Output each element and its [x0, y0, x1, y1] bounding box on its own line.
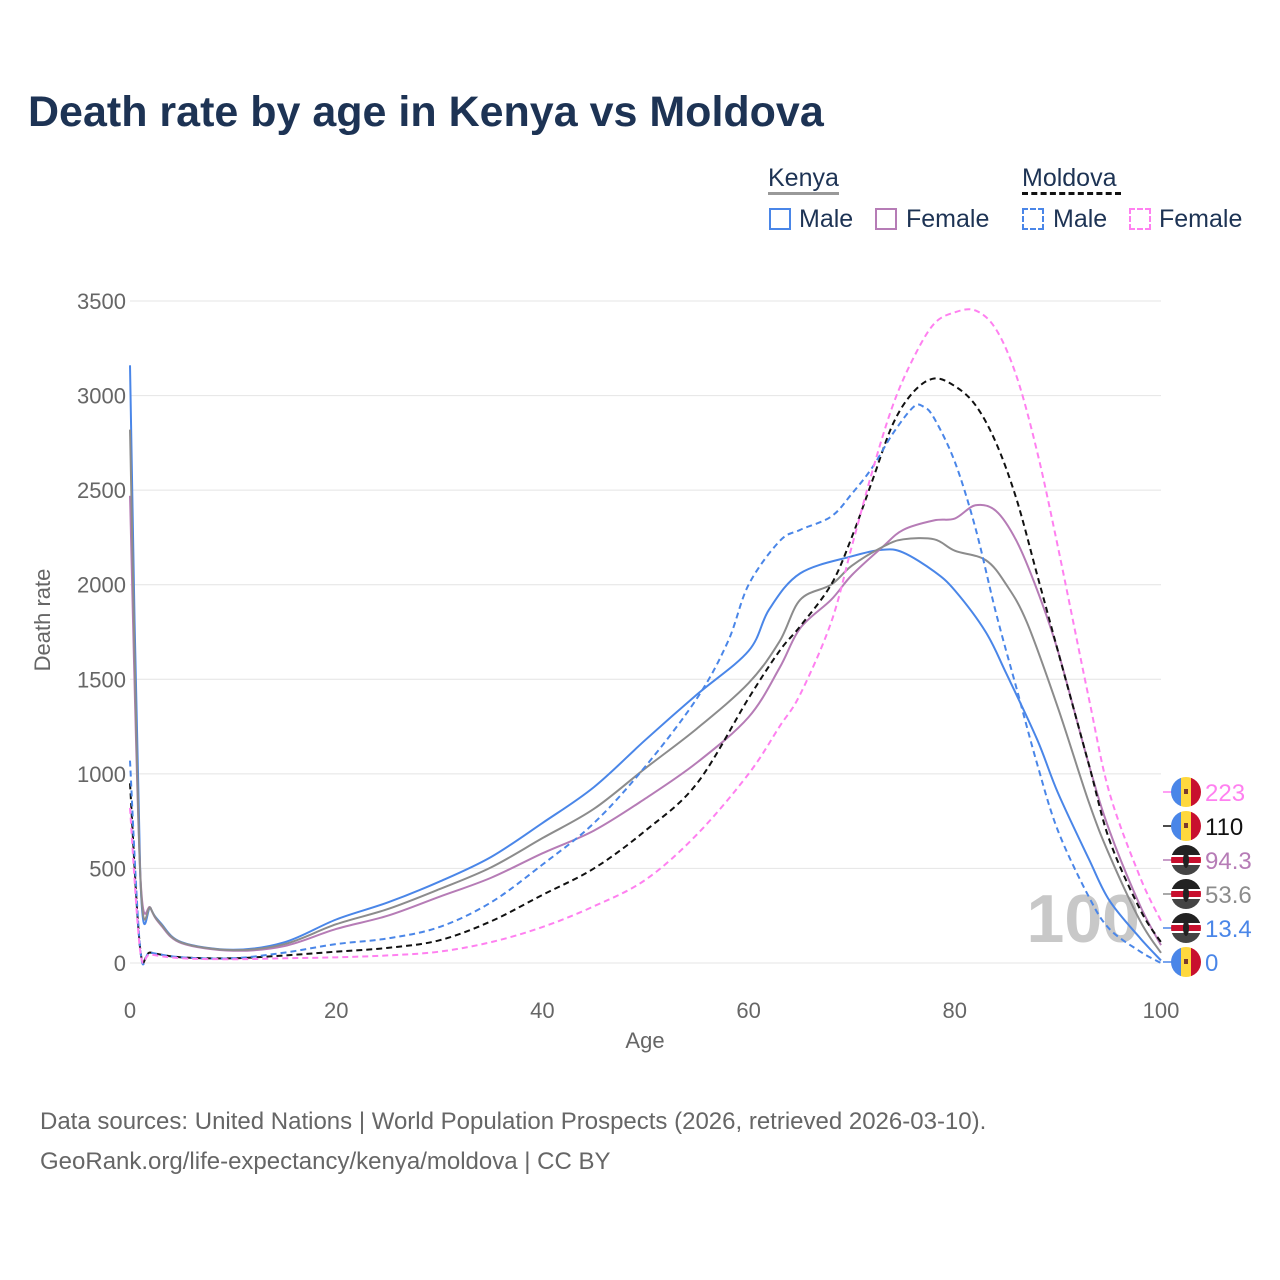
legend-kenya-line — [768, 192, 839, 195]
x-tick-label: 40 — [530, 998, 554, 1023]
x-tick-label: 80 — [943, 998, 967, 1023]
end-value-label: 223 — [1205, 780, 1245, 807]
y-tick-label: 2000 — [77, 573, 126, 598]
end-value-label: 0 — [1205, 950, 1218, 977]
legend-kenya-female[interactable]: Female — [906, 205, 990, 233]
flag-kenya-icon — [1171, 845, 1201, 875]
x-tick-label: 20 — [324, 998, 348, 1023]
x-tick-label: 0 — [124, 998, 136, 1023]
end-value-label: 13.4 — [1205, 916, 1252, 943]
y-tick-label: 1500 — [77, 667, 126, 692]
x-axis-label: Age — [625, 1028, 664, 1053]
series-line-kenya-male[interactable] — [129, 365, 1162, 962]
series-line-moldova-female[interactable] — [129, 308, 1162, 964]
legend-moldova-female[interactable]: Female — [1159, 205, 1243, 233]
legend-moldova-male-swatch — [1022, 208, 1044, 230]
series-line-moldova-total[interactable] — [129, 377, 1162, 964]
y-tick-label: 1000 — [77, 762, 126, 787]
legend-kenya-male[interactable]: Male — [799, 205, 854, 233]
year-watermark: 100 — [1027, 881, 1140, 957]
legend-moldova-line — [1022, 192, 1121, 195]
x-tick-label: 100 — [1143, 998, 1180, 1023]
y-tick-label: 3500 — [77, 289, 126, 314]
legend-moldova-male[interactable]: Male — [1053, 205, 1108, 233]
legend-moldova-female-swatch — [1129, 208, 1151, 230]
y-axis-label: Death rate — [30, 569, 55, 672]
series-line-kenya-total[interactable] — [129, 429, 1162, 954]
flag-kenya-icon — [1171, 913, 1201, 943]
legend-group-kenya[interactable]: Kenya — [768, 164, 839, 192]
flag-moldova-icon — [1171, 947, 1201, 977]
flag-kenya-icon — [1171, 879, 1201, 909]
source-text: Data sources: United Nations | World Pop… — [40, 1108, 987, 1135]
flag-moldova-icon — [1171, 811, 1201, 841]
flag-moldova-icon — [1171, 777, 1201, 807]
end-value-label: 94.3 — [1205, 848, 1252, 875]
legend-kenya-male-swatch — [769, 208, 791, 230]
series-line-moldova-male[interactable] — [129, 403, 1162, 966]
y-tick-label: 500 — [89, 856, 126, 881]
y-tick-label: 0 — [114, 951, 126, 976]
legend-group-moldova[interactable]: Moldova — [1022, 164, 1117, 192]
chart-title: Death rate by age in Kenya vs Moldova — [28, 88, 824, 136]
end-value-label: 53.6 — [1205, 882, 1252, 909]
series-line-kenya-female[interactable] — [129, 495, 1162, 952]
y-tick-label: 2500 — [77, 478, 126, 503]
y-tick-label: 3000 — [77, 384, 126, 409]
source-link[interactable]: GeoRank.org/life-expectancy/kenya/moldov… — [40, 1148, 611, 1175]
x-tick-label: 60 — [736, 998, 760, 1023]
legend-kenya-female-swatch — [875, 208, 897, 230]
end-value-label: 110 — [1205, 814, 1243, 841]
